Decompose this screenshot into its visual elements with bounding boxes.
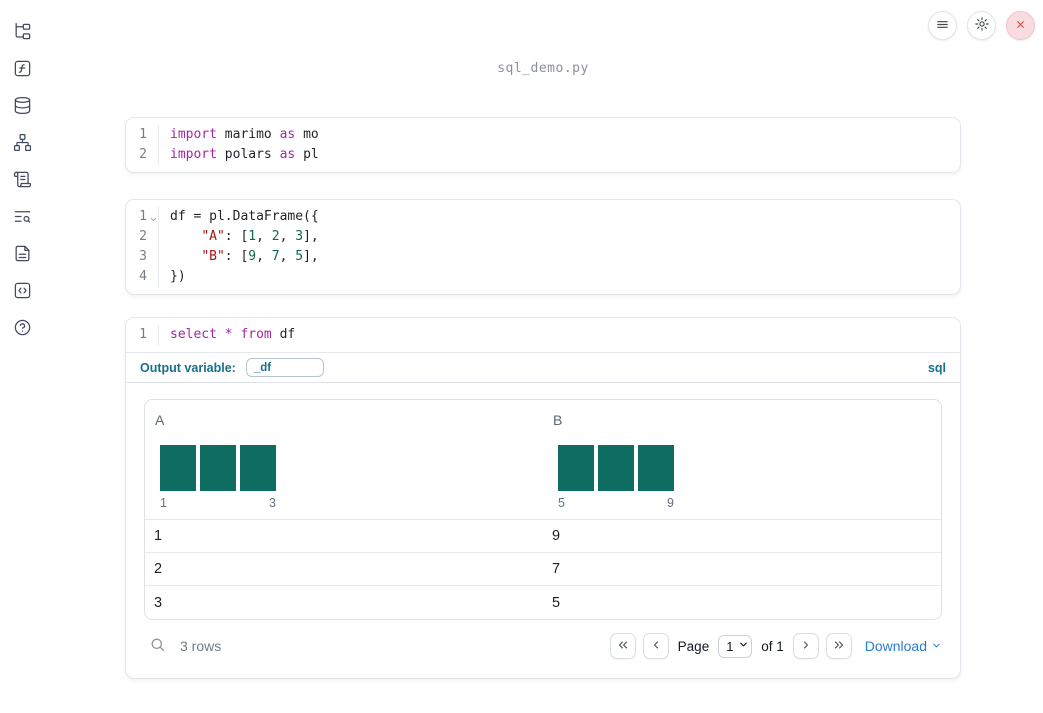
hamburger-menu-icon: [935, 17, 950, 35]
histogram-ticks: 5 9: [558, 496, 674, 510]
table-row: 1 9: [145, 520, 941, 553]
window-controls: [928, 11, 1035, 40]
sidebar-item-files[interactable]: [12, 22, 32, 44]
table-row: 3 5: [145, 586, 941, 619]
row-count: 3 rows: [180, 638, 222, 654]
prev-page-button[interactable]: [642, 633, 669, 659]
chevrons-right-icon: [832, 638, 846, 655]
code-line[interactable]: import marimo as mo: [170, 127, 319, 142]
table-cell: 5: [552, 594, 561, 611]
dependency-graph-icon: [13, 133, 32, 155]
language-badge: sql: [927, 360, 946, 375]
function-icon: [13, 59, 32, 81]
table-cell: 3: [154, 594, 163, 611]
download-button[interactable]: Download: [865, 638, 942, 654]
chevron-down-icon: [931, 638, 942, 654]
sidebar-item-dependencies[interactable]: [12, 133, 32, 155]
settings-button[interactable]: [967, 11, 996, 40]
gear-icon: [974, 16, 990, 35]
code-line[interactable]: import polars as pl: [170, 147, 319, 162]
chevron-right-icon: [799, 638, 813, 655]
pagination: Page 1 of 1: [609, 633, 852, 659]
line-number-gutter: 1 2: [126, 125, 159, 165]
table-row: 2 7: [145, 553, 941, 586]
sidebar-item-logs[interactable]: [12, 208, 32, 228]
histogram-bar: [160, 445, 196, 491]
table-cell: 2: [154, 561, 163, 577]
next-page-button[interactable]: [792, 633, 819, 659]
code-line[interactable]: }): [170, 269, 186, 284]
code-line[interactable]: "A": [1, 2, 3],: [201, 229, 319, 244]
page-select-wrap: 1: [718, 634, 753, 658]
output-variable-row: Output variable: sql: [126, 352, 960, 383]
scroll-icon: [13, 170, 32, 192]
code-line[interactable]: df = pl.DataFrame({: [170, 209, 319, 224]
histogram-bar: [240, 445, 276, 491]
filename-title: sql_demo.py: [497, 61, 589, 76]
last-page-button[interactable]: [825, 633, 852, 659]
table-footer: 3 rows Page 1: [144, 628, 942, 664]
sql-code-line[interactable]: select * from df: [170, 327, 296, 342]
column-a-histogram: [160, 445, 276, 491]
sidebar-item-help[interactable]: [12, 319, 32, 339]
list-search-icon: [13, 207, 32, 229]
chevron-left-icon: [649, 638, 663, 655]
table-cell: 9: [552, 528, 561, 544]
column-label: B: [553, 412, 563, 428]
column-header-a[interactable]: A 1 3: [145, 412, 543, 510]
page-of-label: of 1: [761, 638, 784, 654]
code-line[interactable]: "B": [9, 7, 5],: [201, 249, 319, 264]
sidebar-item-variables[interactable]: [12, 60, 32, 80]
histogram-bar: [558, 445, 594, 491]
output-variable-input[interactable]: [245, 358, 324, 377]
column-b-histogram: [558, 445, 674, 491]
sidebar: [0, 0, 44, 713]
close-x-icon: [1013, 17, 1028, 35]
sidebar-item-documentation[interactable]: [12, 245, 32, 265]
histogram-bar: [638, 445, 674, 491]
notebook-menu-button[interactable]: [928, 11, 957, 40]
database-icon: [13, 96, 32, 118]
code-cell-imports: 1 2 import marimo as mo import polars as…: [125, 117, 961, 173]
table-cell: 7: [552, 561, 561, 577]
table-search-button[interactable]: [144, 633, 170, 659]
column-label: A: [155, 412, 165, 428]
sidebar-item-datasources[interactable]: [12, 96, 32, 118]
sidebar-item-scratchpad[interactable]: [12, 171, 32, 191]
sidebar-item-snippets[interactable]: [12, 282, 32, 302]
code-cell-dataframe: 1 2 3 4 df = pl.DataFrame({ "A": [1, 2, …: [125, 199, 961, 295]
magnifier-icon: [149, 636, 166, 656]
file-tree-icon: [13, 22, 32, 44]
sql-cell: 1 select * from df Output variable: sql …: [125, 317, 961, 679]
first-page-button[interactable]: [609, 633, 636, 659]
sql-output-area: A 1 3 B: [126, 383, 960, 678]
line-number-gutter: 1: [126, 325, 159, 345]
shutdown-button[interactable]: [1006, 11, 1035, 40]
column-header-b[interactable]: B 5 9: [543, 412, 941, 510]
page-label: Page: [677, 638, 710, 654]
histogram-bar: [598, 445, 634, 491]
table-cell: 1: [154, 528, 163, 544]
output-variable-label: Output variable:: [140, 360, 236, 375]
code-box-icon: [13, 281, 32, 303]
page-select[interactable]: 1: [718, 634, 753, 658]
line-number-gutter: 1 2 3 4: [126, 207, 159, 287]
notebook: sql_demo.py 1 2 import marimo as mo impo…: [125, 0, 961, 679]
chevrons-left-icon: [616, 638, 630, 655]
dataframe-table: A 1 3 B: [144, 399, 942, 620]
help-icon: [13, 318, 32, 340]
document-icon: [13, 244, 32, 266]
download-label: Download: [864, 638, 927, 654]
histogram-bar: [200, 445, 236, 491]
fold-chevron-down-icon[interactable]: [149, 211, 158, 231]
histogram-ticks: 1 3: [160, 496, 276, 510]
table-header-row: A 1 3 B: [145, 400, 941, 520]
